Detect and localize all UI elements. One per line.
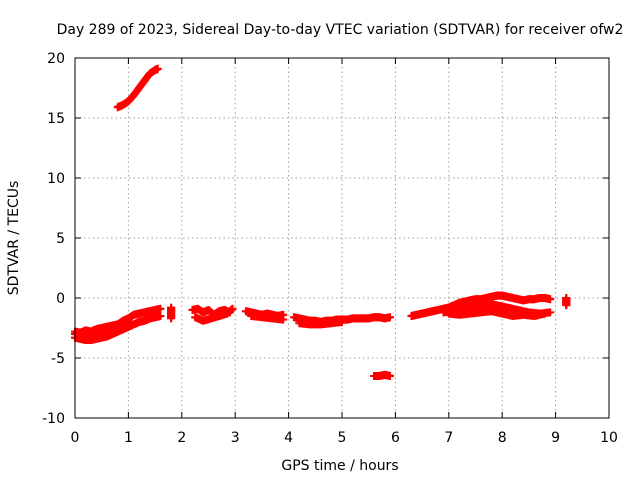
x-tick-label: 9 [551, 430, 560, 446]
data-point [546, 308, 555, 317]
series-band-6.3-8.9-c [444, 307, 549, 320]
x-tick-label: 5 [338, 430, 347, 446]
y-tick-label: 20 [47, 51, 65, 67]
y-tick-label: 10 [47, 171, 65, 187]
series-upper-arc [113, 64, 162, 112]
x-tick-label: 1 [124, 430, 133, 446]
plot-frame [74, 57, 610, 419]
data-point [127, 318, 136, 326]
y-tick-label: 15 [47, 111, 65, 127]
x-tick-label: 2 [177, 430, 186, 446]
x-tick-label: 4 [284, 430, 293, 446]
axis-ticks: 0 1 2 3 4 5 6 7 8 9 10 -10 -5 0 5 10 15 20 [42, 51, 618, 446]
series-outlier-5.7 [370, 370, 395, 380]
y-tick-label: -10 [42, 411, 65, 427]
series-end-segment [562, 294, 571, 310]
data-point [156, 304, 165, 313]
y-tick-label: 5 [56, 231, 65, 247]
data-point [338, 318, 346, 326]
data-point [279, 315, 288, 324]
series-band-3.2-3.9 [241, 307, 288, 324]
y-axis-label: SDTVAR / TECUs [6, 181, 22, 296]
x-tick-label: 3 [231, 430, 240, 446]
x-axis-label: GPS time / hours [281, 458, 398, 474]
chart-title: Day 289 of 2023, Sidereal Day-to-day VTE… [57, 22, 624, 38]
series-band-2.2-3.0 [188, 304, 237, 325]
x-tick-label: 7 [444, 430, 453, 446]
data-point [386, 313, 395, 322]
y-tick-label: 0 [56, 291, 65, 307]
x-tick-label: 6 [391, 430, 400, 446]
x-tick-label: 10 [600, 430, 618, 446]
data-point [540, 309, 549, 318]
data-point [546, 295, 555, 304]
x-tick-label: 0 [71, 430, 80, 446]
data-points [71, 64, 571, 380]
data-point [386, 372, 395, 380]
grid [75, 58, 609, 418]
data-point [156, 312, 165, 320]
data-point [562, 301, 571, 310]
data-point [153, 64, 162, 73]
data-point [228, 304, 237, 313]
series-band-4.1-5.9 [289, 313, 395, 329]
data-point [167, 314, 176, 323]
series-short-segment [167, 303, 176, 323]
y-tick-label: -5 [51, 351, 65, 367]
x-tick-label: 8 [498, 430, 507, 446]
